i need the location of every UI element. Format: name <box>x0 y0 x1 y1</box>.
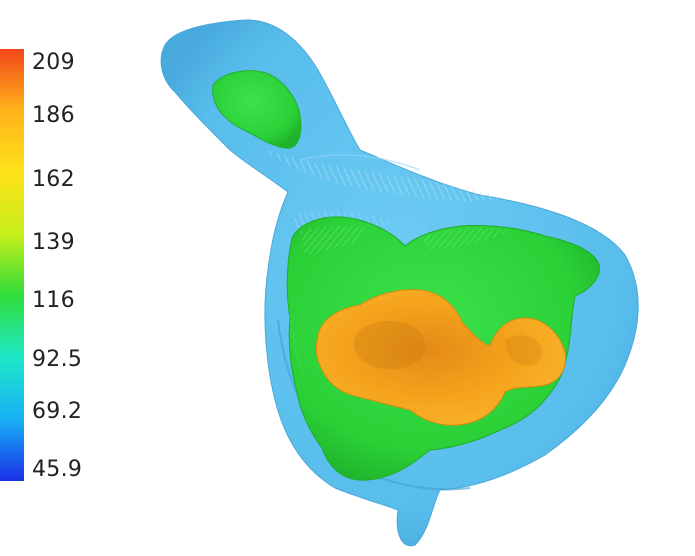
surface-hatch <box>420 228 510 250</box>
core-shadow <box>505 335 543 366</box>
surface-hatch <box>300 225 370 255</box>
colorbar-tick-label: 186 <box>32 103 75 128</box>
colorbar-tick-label: 209 <box>32 50 75 75</box>
isosurface-middle-small-lobe <box>212 70 302 149</box>
colorbar-tick-label: 45.9 <box>32 457 83 482</box>
surface-ridge <box>299 154 421 171</box>
colorbar <box>0 49 24 481</box>
colorbar-tick-label: 162 <box>32 167 75 192</box>
surface-hatch <box>265 150 505 202</box>
surface-hatch <box>288 300 305 380</box>
colorbar-tick-label: 92.5 <box>32 347 83 372</box>
isosurface-inner <box>315 289 567 426</box>
colorbar-tick-label: 139 <box>32 230 75 255</box>
colorbar-tick-label: 116 <box>32 288 75 313</box>
colorbar-tick-label: 69.2 <box>32 399 83 424</box>
core-shadow <box>353 320 426 370</box>
